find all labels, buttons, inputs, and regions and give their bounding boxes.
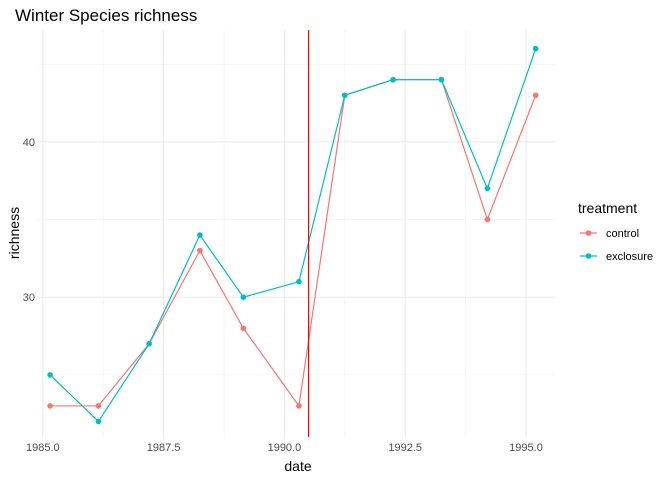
legend-label: control — [606, 228, 639, 240]
data-point-exclosure — [484, 185, 491, 192]
data-point-control — [47, 403, 53, 409]
legend-key-point — [585, 230, 592, 236]
x-tick-labels: 1985.0 1987.5 1990.0 1992.5 1995.0 — [26, 442, 543, 454]
legend: treatment control exclosure — [578, 200, 653, 263]
data-point-control — [197, 247, 203, 254]
legend-item-control: control — [580, 228, 639, 240]
x-tick-label: 1990.0 — [268, 442, 302, 454]
data-point-exclosure — [438, 76, 445, 83]
data-point-exclosure — [47, 372, 53, 378]
legend-item-exclosure: exclosure — [580, 251, 653, 263]
y-tick-label: 40 — [23, 137, 35, 149]
data-point-exclosure — [240, 294, 247, 300]
x-tick-label: 1995.0 — [509, 442, 543, 454]
data-point-exclosure — [532, 45, 539, 52]
y-tick-label: 30 — [23, 292, 35, 304]
series-layer — [47, 45, 539, 425]
data-point-exclosure — [146, 340, 152, 347]
legend-key-point — [585, 253, 592, 259]
data-point-control — [95, 403, 102, 409]
data-point-control — [532, 92, 539, 99]
chart-title: Winter Species richness — [15, 6, 197, 25]
data-point-control — [484, 216, 491, 223]
data-point-exclosure — [197, 232, 203, 238]
data-point-control — [296, 403, 302, 409]
x-tick-label: 1992.5 — [388, 442, 422, 454]
data-point-exclosure — [296, 278, 302, 285]
legend-items: control exclosure — [580, 228, 653, 263]
x-tick-label: 1987.5 — [147, 442, 181, 454]
y-axis-label: richness — [6, 207, 22, 259]
grid — [38, 30, 555, 437]
x-tick-label: 1985.0 — [26, 442, 60, 454]
legend-title: treatment — [578, 200, 637, 216]
data-point-control — [240, 325, 247, 332]
legend-label: exclosure — [606, 251, 653, 263]
data-point-exclosure — [342, 92, 348, 99]
x-axis-label: date — [284, 458, 311, 474]
data-point-exclosure — [390, 76, 396, 83]
y-tick-labels: 30 40 — [23, 137, 35, 304]
data-point-exclosure — [95, 418, 102, 425]
